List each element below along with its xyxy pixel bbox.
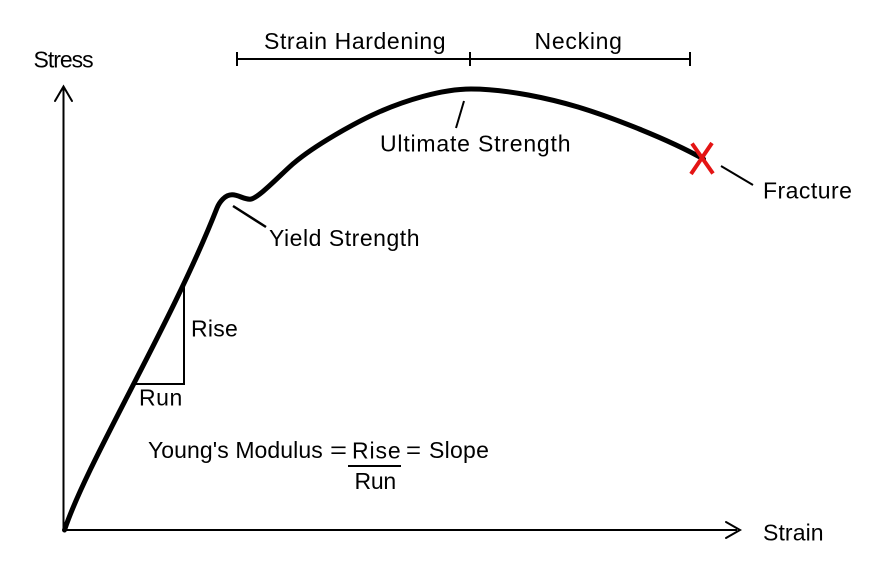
svg-text:Stress: Stress <box>34 47 94 73</box>
svg-text:Run: Run <box>139 385 183 411</box>
svg-text:Rise: Rise <box>191 316 238 342</box>
svg-text:=: = <box>406 437 421 463</box>
svg-text:Fracture: Fracture <box>763 178 852 204</box>
svg-text:Ultimate Strength: Ultimate Strength <box>380 131 571 157</box>
svg-text:Strain Hardening: Strain Hardening <box>264 28 446 54</box>
svg-text:Rise: Rise <box>352 438 402 464</box>
svg-text:=: = <box>330 437 347 463</box>
svg-text:Strain: Strain <box>763 520 824 546</box>
svg-text:Yield Strength: Yield Strength <box>269 225 420 251</box>
svg-text:Run: Run <box>355 468 396 494</box>
svg-text:Slope: Slope <box>429 437 489 463</box>
svg-text:Necking: Necking <box>535 28 623 54</box>
svg-text:Young's Modulus: Young's Modulus <box>148 437 323 463</box>
